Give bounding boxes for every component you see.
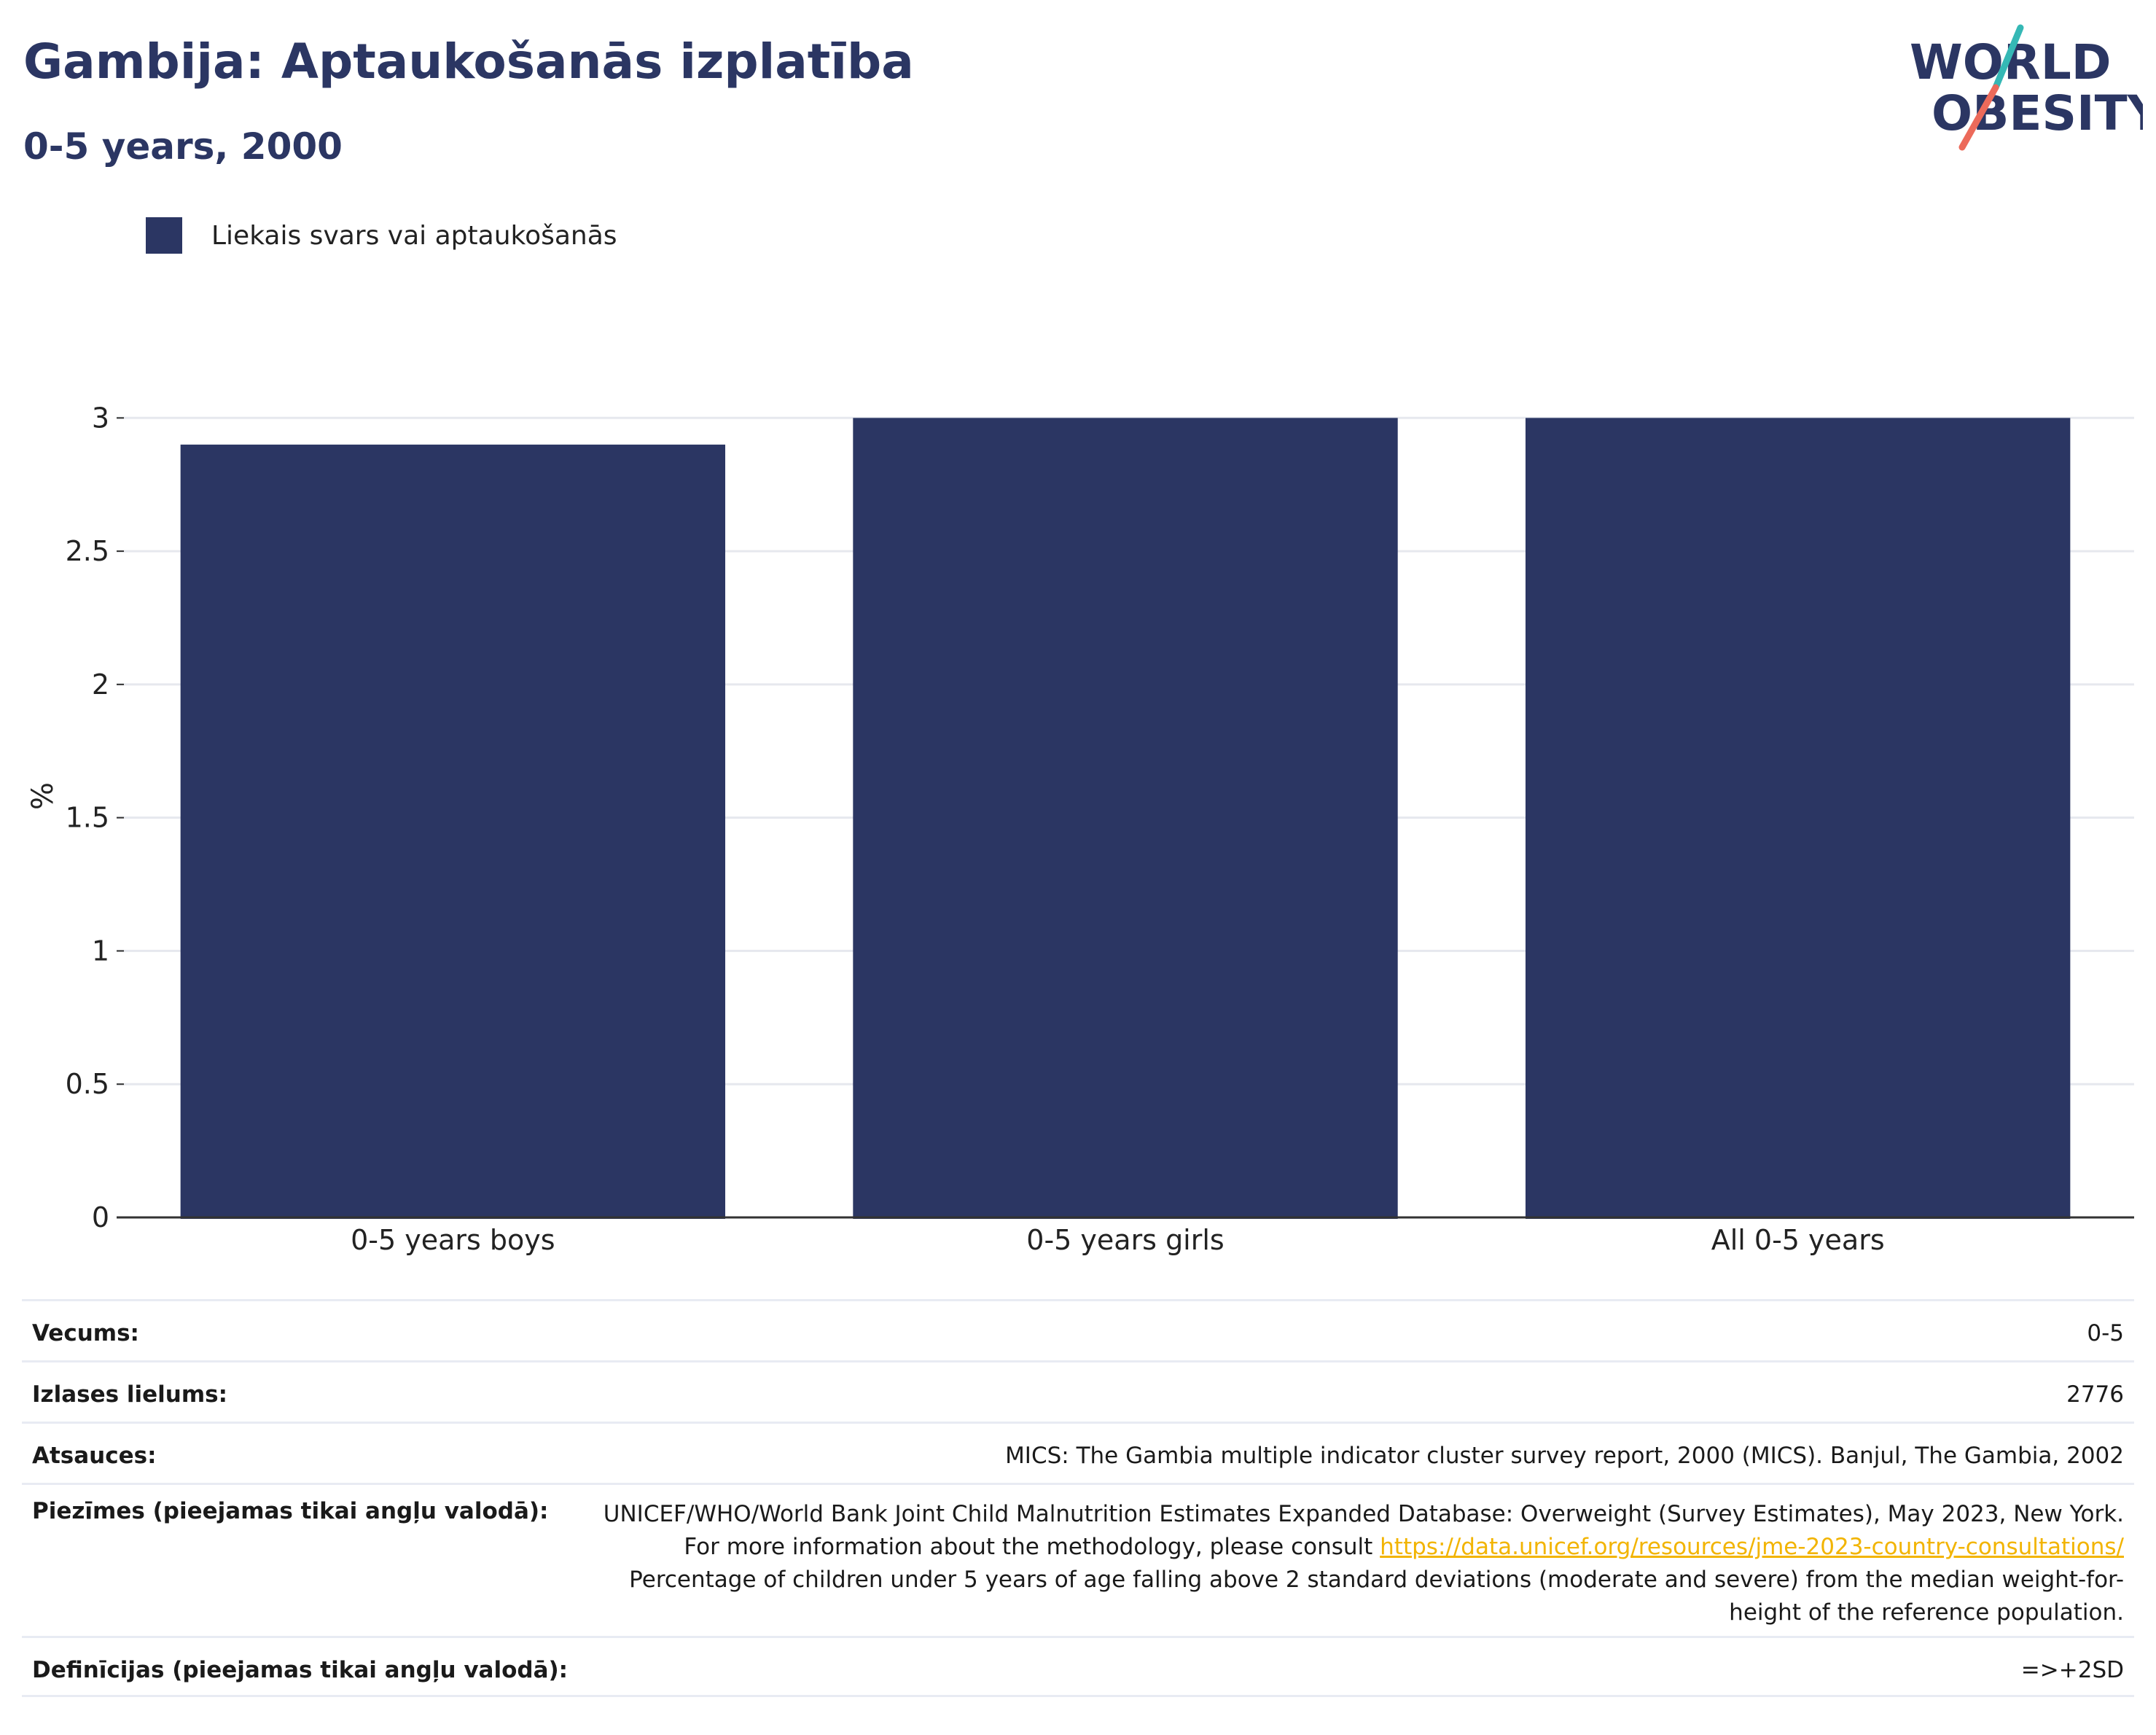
info-value: =>+2SD (2020, 1657, 2124, 1683)
info-table: Vecums: 0-5 Izlases lielums: 2776 Atsauc… (22, 1299, 2134, 1697)
bar-0-5-years-boys[interactable] (180, 444, 726, 1219)
y-tick-labels: 0 0.5 1 1.5 2 2.5 3 (66, 402, 109, 1233)
chart-title: Gambija: Aptaukošanās izplatība (23, 34, 914, 90)
info-key: Atsauces: (32, 1443, 157, 1469)
logo-slash-teal (1992, 24, 2024, 91)
y-tick-label: 0 (92, 1201, 109, 1233)
y-tick-label: 1.5 (66, 802, 109, 834)
info-key: Definīcijas (pieejamas tikai angļu valod… (32, 1657, 569, 1683)
y-tick-label: 0.5 (66, 1068, 109, 1100)
info-key: Izlases lielums: (32, 1381, 227, 1408)
x-tick-label: All 0-5 years (1711, 1224, 1885, 1256)
legend-label: Liekais svars vai aptaukošanās (211, 220, 617, 251)
y-tick-label: 3 (92, 402, 109, 434)
notes-text-continued: Percentage of children under 5 years of … (629, 1567, 2124, 1626)
bar-all-0-5-years[interactable] (1525, 418, 2071, 1219)
bar-chart: 0 0.5 1 1.5 2 2.5 3 0-5 years boys 0-5 years gi… (26, 402, 2134, 1256)
legend-swatch (146, 217, 182, 254)
x-tick-label: 0-5 years girls (1026, 1224, 1224, 1256)
info-value: MICS: The Gambia multiple indicator clus… (1005, 1443, 2124, 1469)
info-row-references: Atsauces: MICS: The Gambia multiple indi… (22, 1422, 2134, 1483)
bar-0-5-years-girls[interactable] (853, 418, 1398, 1219)
info-row-notes: Piezīmes (pieejamas tikai angļu valodā):… (22, 1483, 2134, 1636)
methodology-link[interactable]: https://data.unicef.org/resources/jme-20… (1380, 1534, 2124, 1560)
x-tick-labels: 0-5 years boys 0-5 years girls All 0-5 yea… (351, 1224, 1885, 1256)
info-key: Vecums: (32, 1320, 139, 1346)
y-tick-label: 1 (92, 935, 109, 967)
info-value: UNICEF/WHO/World Bank Joint Child Malnut… (593, 1498, 2124, 1629)
bars (180, 418, 2071, 1219)
y-tick-label: 2.5 (66, 535, 109, 567)
legend[interactable]: Liekais svars vai aptaukošanās (146, 217, 617, 254)
y-tick-label: 2 (92, 668, 109, 701)
info-value: 2776 (2066, 1381, 2124, 1408)
logo-text-obesity: OBESITY (1932, 85, 2143, 141)
info-key: Piezīmes (pieejamas tikai angļu valodā): (32, 1498, 549, 1524)
notes-text: UNICEF/WHO/World Bank Joint Child Malnut… (603, 1501, 2124, 1560)
x-tick-label: 0-5 years boys (351, 1224, 555, 1256)
info-row-sample-size: Izlases lielums: 2776 (22, 1360, 2134, 1422)
y-axis-label: % (26, 782, 60, 810)
info-row-age: Vecums: 0-5 (22, 1299, 2134, 1360)
world-obesity-logo: WORLD OBESITY (1910, 24, 2143, 151)
info-value: 0-5 (2087, 1320, 2124, 1346)
chart-subtitle: 0-5 years, 2000 (23, 125, 343, 168)
info-row-definitions: Definīcijas (pieejamas tikai angļu valod… (22, 1636, 2134, 1697)
logo-slash-coral (1958, 84, 1999, 151)
